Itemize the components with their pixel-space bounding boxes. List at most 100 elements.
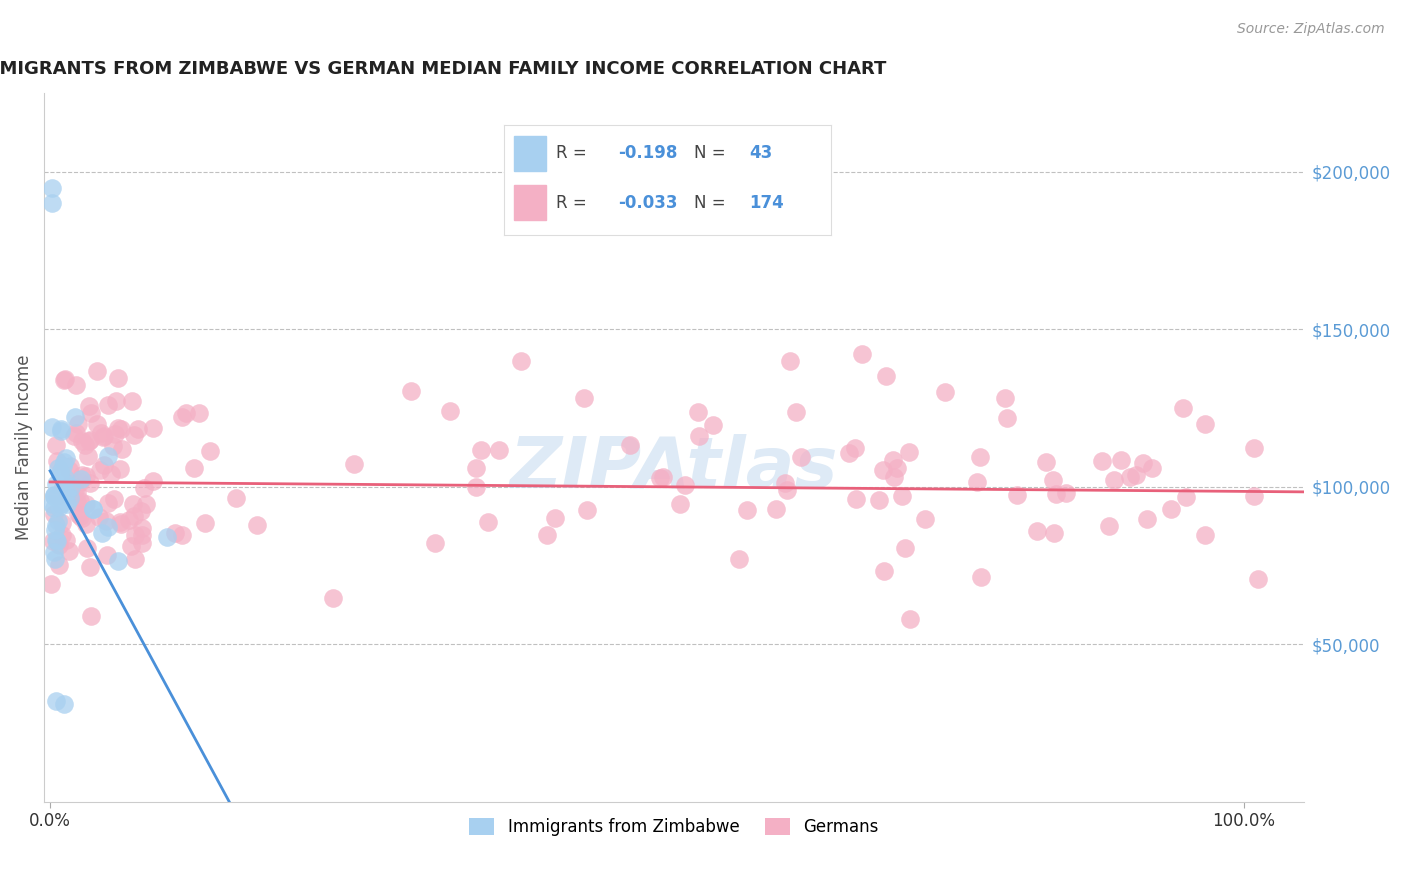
Point xyxy=(131,521,153,535)
Point xyxy=(48,538,70,552)
Point xyxy=(51,425,73,439)
Point xyxy=(63,429,86,443)
Text: IMMIGRANTS FROM ZIMBABWE VS GERMAN MEDIAN FAMILY INCOME CORRELATION CHART: IMMIGRANTS FROM ZIMBABWE VS GERMAN MEDIA… xyxy=(0,60,886,78)
Legend: Immigrants from Zimbabwe, Germans: Immigrants from Zimbabwe, Germans xyxy=(463,812,884,843)
Point xyxy=(779,353,801,368)
Point xyxy=(45,477,67,491)
Point xyxy=(44,500,66,515)
Point xyxy=(172,528,194,542)
Point xyxy=(77,434,100,449)
Point xyxy=(131,528,153,542)
Point xyxy=(686,404,709,418)
Point xyxy=(773,475,796,490)
Point xyxy=(1243,489,1265,503)
Point xyxy=(898,445,921,459)
Point xyxy=(1118,469,1140,483)
Point xyxy=(75,438,97,452)
Point xyxy=(44,552,66,566)
Point xyxy=(107,421,129,435)
Point xyxy=(86,363,108,377)
Point xyxy=(785,405,807,419)
Point xyxy=(75,498,97,512)
Point xyxy=(107,554,129,568)
Point xyxy=(121,497,143,511)
Point xyxy=(129,504,152,518)
Point xyxy=(509,353,531,368)
Point xyxy=(51,516,73,530)
Point xyxy=(688,428,710,442)
Point xyxy=(851,347,873,361)
Point xyxy=(156,530,179,544)
Point xyxy=(46,489,69,503)
Point xyxy=(79,560,101,574)
Point xyxy=(898,612,921,626)
Point xyxy=(246,518,269,533)
Point xyxy=(41,196,63,211)
Point xyxy=(86,417,108,431)
Point xyxy=(66,417,89,432)
Point xyxy=(439,403,461,417)
Point xyxy=(52,459,75,474)
Point xyxy=(41,497,63,511)
Point xyxy=(124,509,146,524)
Point xyxy=(96,548,118,562)
Point xyxy=(1097,519,1119,533)
Point xyxy=(399,384,422,398)
Point xyxy=(765,502,787,516)
Text: ZIPAtlas: ZIPAtlas xyxy=(509,434,838,503)
Point xyxy=(87,509,110,524)
Point xyxy=(200,444,222,458)
Point xyxy=(97,519,120,533)
Point xyxy=(56,484,79,499)
Point xyxy=(69,494,91,508)
Point xyxy=(69,472,91,486)
Point xyxy=(82,502,104,516)
Point xyxy=(97,398,120,412)
Point xyxy=(1045,486,1067,500)
Point xyxy=(1043,526,1066,541)
Point xyxy=(51,483,73,497)
Point xyxy=(49,467,72,482)
Point xyxy=(124,552,146,566)
Point xyxy=(1136,511,1159,525)
Point xyxy=(172,409,194,424)
Point xyxy=(470,443,492,458)
Point xyxy=(53,697,76,711)
Point xyxy=(89,463,111,477)
Point xyxy=(66,495,89,509)
Point xyxy=(59,491,82,505)
Point xyxy=(1091,454,1114,468)
Point xyxy=(63,409,86,424)
Point xyxy=(66,484,89,499)
Point xyxy=(970,570,993,584)
Point xyxy=(127,422,149,436)
Point xyxy=(42,489,65,503)
Point xyxy=(174,406,197,420)
Point xyxy=(575,502,598,516)
Point xyxy=(91,430,114,444)
Point xyxy=(48,514,70,528)
Point xyxy=(59,480,82,494)
Point xyxy=(90,525,112,540)
Point xyxy=(59,487,82,501)
Point xyxy=(110,517,132,532)
Point xyxy=(1160,501,1182,516)
Point xyxy=(51,422,73,436)
Point xyxy=(41,180,63,194)
Point xyxy=(188,406,211,420)
Point xyxy=(728,552,751,566)
Point xyxy=(883,470,905,484)
Point xyxy=(79,399,101,413)
Point xyxy=(118,513,141,527)
Point xyxy=(70,511,93,525)
Point xyxy=(1007,488,1029,502)
Point xyxy=(76,541,98,555)
Point xyxy=(1104,473,1126,487)
Point xyxy=(44,523,66,537)
Point xyxy=(1173,401,1195,415)
Point xyxy=(51,497,73,511)
Point xyxy=(80,608,103,623)
Point xyxy=(465,461,488,475)
Point xyxy=(49,466,72,480)
Point xyxy=(934,385,956,400)
